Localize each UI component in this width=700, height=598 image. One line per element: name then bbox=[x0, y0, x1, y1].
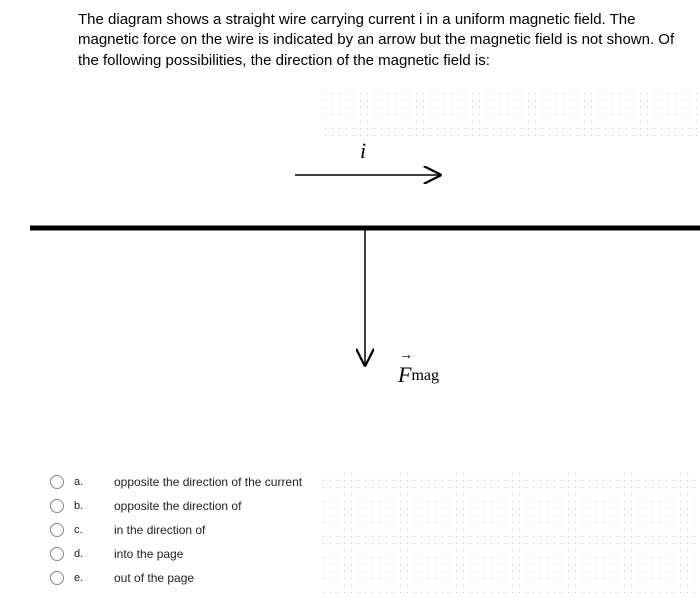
radio-c[interactable] bbox=[50, 523, 64, 537]
diagram-svg bbox=[0, 110, 700, 450]
answer-letter: d. bbox=[74, 548, 114, 560]
radio-b[interactable] bbox=[50, 499, 64, 513]
answer-list: a. opposite the direction of the current… bbox=[50, 470, 302, 590]
radio-a[interactable] bbox=[50, 475, 64, 489]
current-label: i bbox=[360, 138, 366, 164]
physics-diagram: i Fmag bbox=[0, 110, 700, 450]
dot-region-bottom bbox=[320, 470, 700, 598]
answer-text: into the page bbox=[114, 547, 183, 561]
answer-row-b[interactable]: b. opposite the direction of bbox=[50, 494, 302, 518]
answer-letter: e. bbox=[74, 572, 114, 584]
question-text: The diagram shows a straight wire carryi… bbox=[78, 10, 696, 71]
answer-row-e[interactable]: e. out of the page bbox=[50, 566, 302, 590]
answer-letter: a. bbox=[74, 476, 114, 488]
force-label-mag: mag bbox=[411, 367, 439, 384]
answer-row-a[interactable]: a. opposite the direction of the current bbox=[50, 470, 302, 494]
force-label: Fmag bbox=[398, 362, 439, 388]
answer-row-c[interactable]: c. in the direction of bbox=[50, 518, 302, 542]
answer-letter: c. bbox=[74, 524, 114, 536]
answer-text: opposite the direction of bbox=[114, 499, 241, 513]
answer-row-d[interactable]: d. into the page bbox=[50, 542, 302, 566]
answer-text: in the direction of bbox=[114, 523, 205, 537]
answer-text: out of the page bbox=[114, 571, 194, 585]
answer-text: opposite the direction of the current bbox=[114, 475, 302, 489]
radio-d[interactable] bbox=[50, 547, 64, 561]
answer-letter: b. bbox=[74, 500, 114, 512]
force-label-F: F bbox=[398, 362, 411, 388]
radio-e[interactable] bbox=[50, 571, 64, 585]
